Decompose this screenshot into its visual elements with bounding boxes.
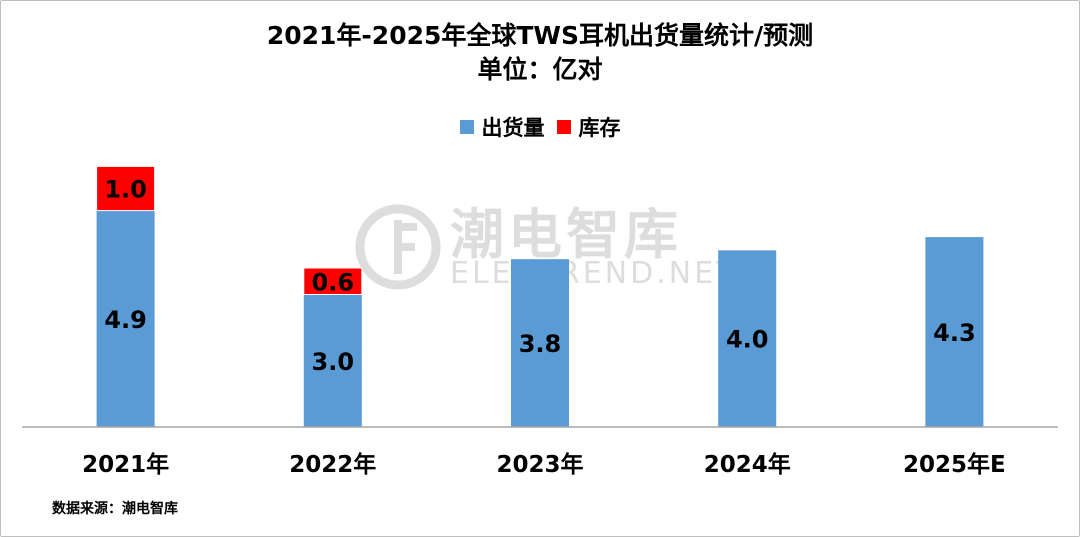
- x-tick-label-0: 2021年: [82, 451, 169, 478]
- chart-title: 2021年-2025年全球TWS耳机出货量统计/预测: [266, 21, 814, 50]
- data-label-inventory-0: 1.0: [104, 176, 147, 204]
- data-label-shipments-1: 3.0: [312, 348, 355, 376]
- bar-inventory-0: [96, 165, 156, 212]
- bar-shipments-0: [96, 210, 155, 427]
- legend-label-inventory: 库存: [578, 116, 621, 140]
- bar-shipments-4: [925, 237, 984, 427]
- legend-swatch-shipments: [459, 120, 474, 134]
- legend-item-shipments: 出货量: [459, 112, 545, 142]
- data-label-shipments-2: 3.8: [519, 330, 562, 358]
- bar-shipments-1: [303, 294, 362, 427]
- chart-subtitle-unit: 单位：亿对: [477, 55, 603, 84]
- bar-inventory-1: [303, 267, 363, 295]
- x-tick-label-4: 2025年E: [903, 451, 1006, 478]
- bar-shipments-2: [511, 259, 569, 427]
- legend-label-shipments: 出货量: [481, 116, 545, 140]
- x-tick-label-2: 2023年: [496, 451, 583, 478]
- data-label-shipments-4: 4.3: [933, 319, 976, 347]
- bars-group: 4.9 1.0 3.0 0.6 3.8 4.0 4.3: [96, 165, 984, 427]
- data-source-note: 数据来源：潮电智库: [52, 501, 178, 517]
- data-label-shipments-0: 4.9: [104, 306, 147, 334]
- x-tick-label-1: 2022年: [289, 451, 376, 478]
- legend-item-inventory: 库存: [556, 112, 621, 142]
- data-label-inventory-1: 0.6: [312, 268, 355, 296]
- x-tick-label-3: 2024年: [704, 451, 791, 478]
- data-label-shipments-3: 4.0: [726, 326, 769, 354]
- legend-swatch-inventory: [556, 120, 571, 134]
- chart-legend: 出货量 库存: [0, 112, 1080, 142]
- x-tick-labels: 2021年 2022年 2023年 2024年 2025年E: [82, 451, 1006, 478]
- bar-shipments-3: [718, 250, 777, 427]
